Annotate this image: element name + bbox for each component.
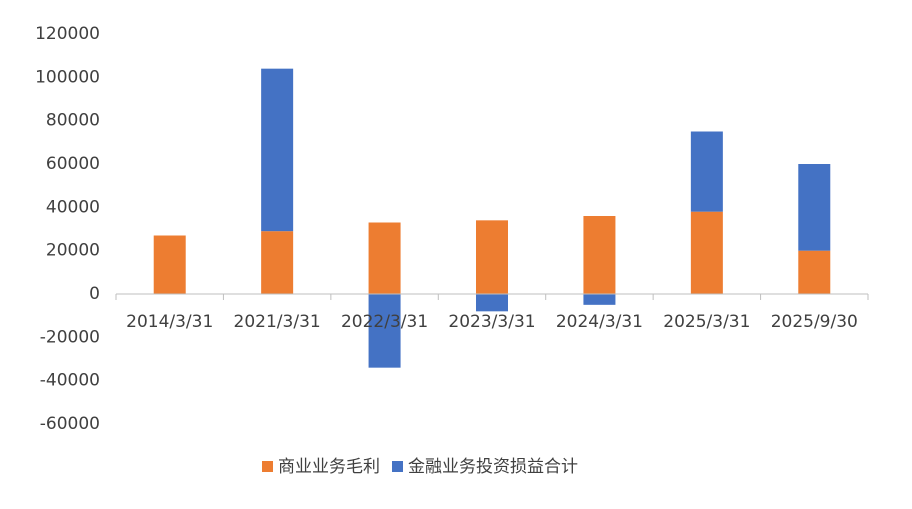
y-tick-label: 20000 [46, 241, 100, 261]
x-tick-label: 2014/3/31 [126, 312, 213, 332]
x-tick-label: 2023/3/31 [448, 312, 535, 332]
bar [261, 68, 294, 232]
bar [153, 235, 186, 294]
x-tick-label: 2021/3/31 [234, 312, 321, 332]
bar [583, 294, 616, 305]
y-tick-label: 120000 [35, 24, 100, 44]
legend-label: 商业业务毛利 [278, 457, 380, 477]
y-tick-label: 80000 [46, 111, 100, 131]
bar [690, 211, 723, 294]
y-tick-label: 0 [89, 284, 100, 304]
bar [798, 250, 831, 294]
y-tick-label: -60000 [40, 414, 100, 434]
bar [690, 131, 723, 212]
bar [476, 294, 508, 312]
bar [368, 222, 401, 294]
bar [476, 220, 508, 294]
x-tick-label: 2024/3/31 [556, 312, 643, 332]
x-tick-label: 2022/3/31 [341, 312, 428, 332]
bar [368, 294, 401, 368]
y-tick-label: -20000 [40, 327, 100, 347]
y-tick-label: -40000 [40, 371, 100, 391]
y-tick-label: 60000 [46, 154, 100, 174]
legend-swatch [262, 461, 273, 472]
legend-swatch [392, 461, 403, 472]
bar [798, 164, 831, 251]
y-tick-label: 100000 [35, 67, 100, 87]
bar [583, 216, 616, 294]
x-tick-label: 2025/3/31 [663, 312, 750, 332]
x-tick-label: 2025/9/30 [771, 312, 858, 332]
y-tick-label: 40000 [46, 197, 100, 217]
bar [261, 231, 294, 294]
legend-label: 金融业务投资损益合计 [408, 457, 578, 477]
